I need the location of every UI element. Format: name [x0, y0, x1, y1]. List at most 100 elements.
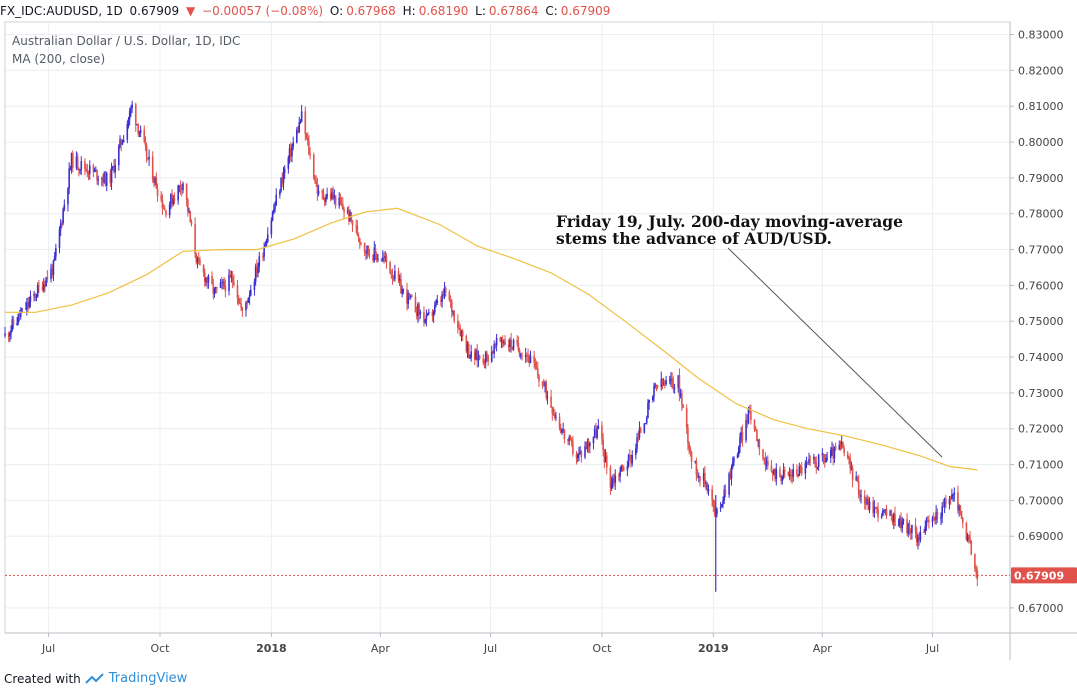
candle: [50, 263, 52, 283]
candle: [326, 187, 328, 200]
candle: [740, 426, 742, 444]
candle: [635, 443, 637, 460]
candle: [672, 376, 675, 393]
candle-body: [70, 153, 73, 169]
candle: [143, 125, 146, 144]
candle-body: [390, 273, 393, 275]
candle: [945, 495, 947, 509]
candle: [134, 102, 137, 132]
candle-body: [527, 355, 529, 357]
candle: [389, 260, 391, 274]
candle: [782, 463, 785, 480]
candle: [618, 472, 620, 482]
candle-body: [355, 225, 357, 227]
candle: [536, 361, 539, 379]
candle-body: [555, 417, 557, 419]
candle: [821, 448, 824, 462]
candle: [951, 488, 953, 500]
candle: [739, 432, 741, 454]
candle-body: [694, 460, 696, 462]
annotation-line-1: Friday 19, July. 200-day moving-average: [556, 212, 903, 231]
candle-body: [840, 442, 843, 446]
candle: [160, 191, 162, 202]
candle-body: [605, 455, 608, 468]
candle: [567, 438, 569, 446]
candle: [80, 156, 83, 176]
y-tick-label: 0.81000: [1018, 100, 1064, 113]
candle-body: [360, 242, 362, 244]
candle-body: [524, 354, 527, 357]
candle-body: [305, 133, 308, 138]
candle-body: [187, 199, 189, 212]
open-label: O:: [329, 4, 344, 18]
low-label: L:: [475, 4, 486, 18]
candle-body: [500, 340, 503, 342]
candle-body: [478, 355, 481, 359]
close-value: 0.67909: [560, 4, 611, 18]
candle: [207, 274, 210, 289]
candle-body: [27, 302, 29, 307]
candle: [180, 184, 183, 197]
candle: [559, 423, 562, 434]
candle-body: [880, 516, 883, 518]
candle-body: [750, 411, 752, 420]
candle: [487, 354, 489, 366]
candle: [153, 175, 155, 188]
time-axis[interactable]: Jul Oct 2018 Apr Jul Oct 2019 Apr Jul: [41, 633, 939, 655]
indicator-label[interactable]: MA (200, close): [12, 52, 105, 66]
candle-body: [899, 518, 901, 526]
candle-body: [128, 110, 131, 120]
candle: [483, 359, 486, 369]
symbol-label[interactable]: FX_IDC:AUDUSD, 1D: [0, 4, 123, 18]
candle: [781, 475, 784, 485]
price-axis[interactable]: 0.83000 0.82000 0.81000 0.80000 0.79000 0.780…: [1010, 29, 1064, 615]
candle-body: [308, 141, 310, 154]
high-label: H:: [402, 4, 416, 18]
candle: [75, 151, 78, 171]
candle: [287, 155, 290, 174]
candle: [604, 449, 607, 463]
candle-body: [136, 124, 138, 126]
candle-body: [504, 342, 506, 345]
candle: [756, 428, 758, 442]
candle-body: [908, 524, 911, 531]
candle: [901, 517, 904, 534]
candle: [833, 446, 836, 464]
candle: [273, 203, 275, 215]
candle: [448, 289, 451, 302]
candle-body: [467, 344, 470, 358]
price-chart[interactable]: 0.83000 0.82000 0.81000 0.80000 0.79000 0.780…: [0, 0, 1077, 668]
ma-200-line[interactable]: [5, 207, 978, 471]
candle: [541, 381, 544, 390]
candle: [119, 135, 121, 149]
candle-body: [182, 183, 184, 190]
candle: [664, 380, 666, 389]
candle: [308, 135, 310, 156]
candle: [137, 122, 139, 137]
candle-body: [241, 307, 244, 311]
candle-body: [453, 310, 456, 321]
candle: [164, 205, 166, 211]
candle: [850, 461, 853, 471]
candle-body: [377, 259, 379, 261]
candle: [868, 497, 871, 514]
candle: [351, 220, 354, 232]
y-tick-label: 0.83000: [1018, 29, 1064, 42]
candle-body: [767, 460, 769, 466]
candle-body: [746, 420, 749, 424]
candle: [724, 484, 727, 498]
candle: [425, 309, 428, 327]
candle-series[interactable]: [4, 100, 979, 592]
candle-body: [202, 265, 205, 273]
candle-body: [534, 362, 537, 368]
candle: [706, 482, 709, 494]
candle-body: [298, 122, 301, 133]
candle: [647, 398, 649, 419]
candle-body: [689, 448, 692, 452]
y-tick-label: 0.70000: [1018, 494, 1064, 507]
candle-body: [661, 378, 664, 385]
candle: [867, 496, 870, 511]
candle: [248, 290, 251, 305]
tradingview-brand[interactable]: TradingView: [108, 671, 188, 686]
candle-body: [476, 350, 479, 361]
